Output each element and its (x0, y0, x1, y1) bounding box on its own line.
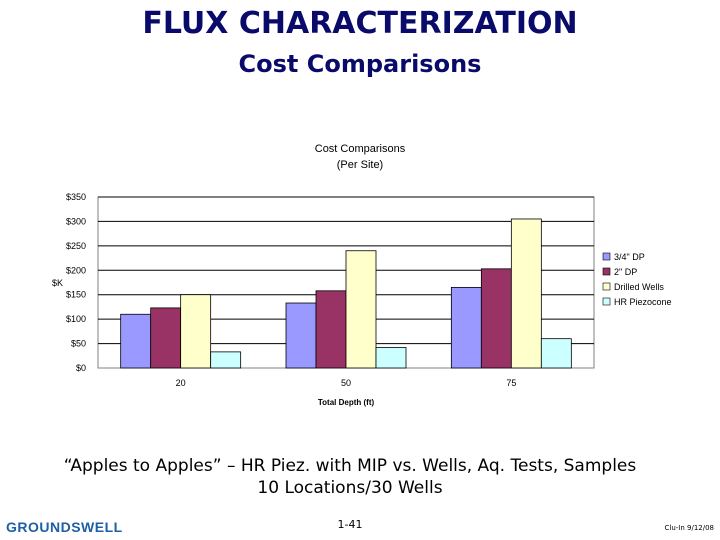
bar (450, 286, 482, 369)
legend-swatch (602, 282, 611, 291)
x-tick-label: 75 (506, 378, 516, 388)
plot-area: $0 $50 $100 $150 $200 $250 $300 $350 20 50 75 (66, 192, 595, 388)
legend-swatch (602, 267, 611, 276)
y-tick-label: $150 (66, 290, 86, 300)
bar (510, 218, 542, 369)
bar (375, 347, 407, 369)
legend-entry: Drilled Wells (614, 282, 664, 292)
chart-title: Cost Comparisons (315, 143, 406, 155)
bar (180, 294, 212, 369)
bar (120, 313, 152, 369)
legend-entry: HR Piezocone (614, 297, 672, 307)
x-tick-label: 20 (176, 378, 186, 388)
page-number: 1-41 (337, 518, 363, 531)
chart-subtitle: (Per Site) (337, 159, 383, 171)
y-tick-label: $300 (66, 216, 86, 226)
slide-title: FLUX CHARACTERIZATION (142, 6, 578, 41)
y-tick-label: $100 (66, 314, 86, 324)
y-tick-label: $0 (76, 363, 86, 373)
footer-date: Clu-In 9/12/08 (664, 524, 714, 532)
groundswell-logo: GROUNDSWELL (6, 519, 123, 535)
bar (480, 268, 512, 369)
caption-line-1: “Apples to Apples” – HR Piez. with MIP v… (63, 456, 637, 476)
chart-legend: 3/4" DP 2" DP Drilled Wells HR Piezocone (602, 252, 672, 307)
y-axis-label: $K (52, 278, 63, 288)
x-tick-label: 50 (341, 378, 351, 388)
bar (345, 250, 377, 369)
legend-entry: 2" DP (614, 267, 637, 277)
legend-entry: 3/4" DP (614, 252, 645, 262)
x-axis-label: Total Depth (ft) (318, 398, 375, 407)
legend-swatch (602, 297, 611, 306)
bar (210, 351, 242, 369)
y-tick-label: $200 (66, 265, 86, 275)
caption-line-2: 10 Locations/30 Wells (257, 478, 443, 498)
bar (540, 338, 572, 369)
bar (285, 302, 317, 369)
slide-subtitle: Cost Comparisons (238, 50, 482, 78)
y-tick-label: $250 (66, 241, 86, 251)
bar (150, 307, 182, 369)
y-tick-label: $350 (66, 192, 86, 202)
y-tick-label: $50 (71, 339, 86, 349)
bar (315, 290, 347, 369)
legend-swatch (602, 252, 611, 261)
